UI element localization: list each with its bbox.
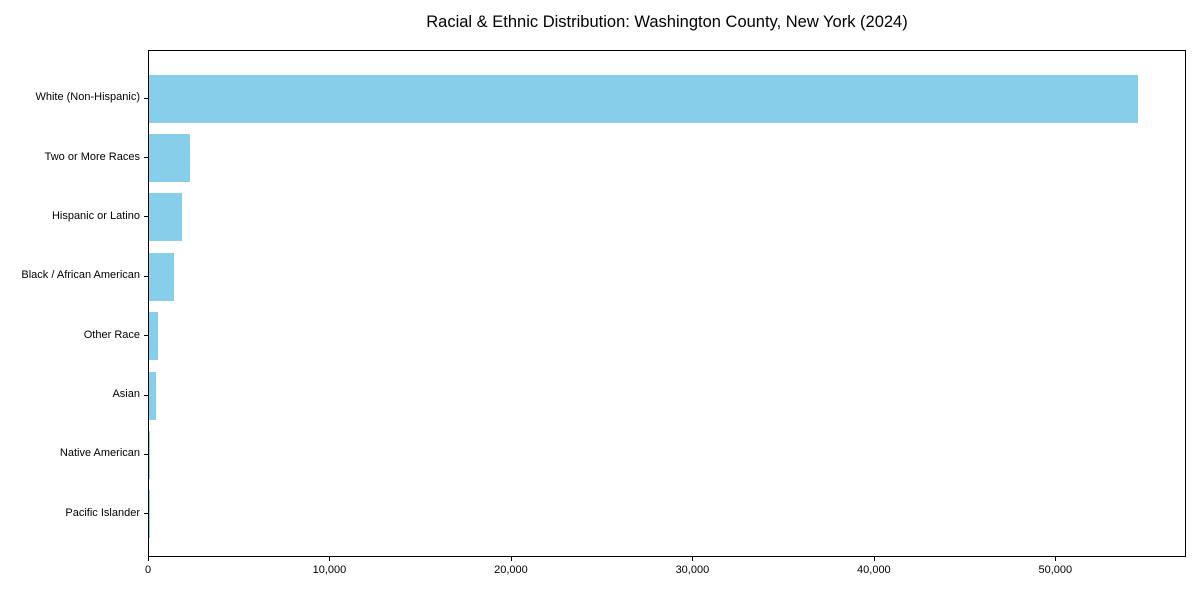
y-tick-mark [144, 394, 148, 396]
y-tick-label: Hispanic or Latino [51, 209, 140, 222]
bar-two-or-more-races [149, 134, 190, 183]
y-tick-label: Two or More Races [44, 150, 140, 163]
x-tick-label: 30,000 [675, 564, 710, 576]
bar-asian [149, 371, 157, 420]
y-tick-label: Pacific Islander [65, 506, 140, 519]
bar-other-race [149, 312, 159, 361]
x-tick-label: 0 [144, 564, 152, 576]
y-tick-mark [144, 453, 148, 455]
y-tick-label: Other Race [83, 328, 140, 341]
y-tick-mark [144, 513, 148, 515]
x-tick-mark [510, 557, 512, 561]
y-tick-mark [144, 216, 148, 218]
y-tick-label: Black / African American [21, 269, 140, 282]
bar-native-american [149, 430, 150, 479]
x-tick-label: 40,000 [857, 564, 891, 576]
x-tick-mark [1055, 557, 1057, 561]
x-tick-label: 20,000 [494, 564, 528, 576]
plot-area [148, 50, 1186, 557]
x-tick-mark [692, 557, 694, 561]
y-tick-mark [144, 97, 148, 99]
y-tick-label: Native American [59, 447, 140, 460]
y-tick-label: Asian [112, 388, 140, 400]
x-tick-label: 50,000 [1038, 564, 1073, 576]
bar-white-non-hispanic [149, 74, 1138, 123]
bar-hispanic-or-latino [149, 193, 182, 242]
bar-black-african-american [149, 252, 175, 301]
x-tick-mark [329, 557, 331, 561]
x-tick-mark [148, 557, 149, 561]
x-tick-label: 10,000 [312, 564, 347, 576]
y-tick-label: White (Non-Hispanic) [35, 91, 140, 104]
x-tick-mark [873, 557, 875, 561]
y-tick-mark [144, 335, 148, 337]
y-tick-mark [144, 157, 148, 159]
chart-title: Racial & Ethnic Distribution: Washington… [426, 13, 908, 31]
y-tick-mark [144, 275, 148, 277]
